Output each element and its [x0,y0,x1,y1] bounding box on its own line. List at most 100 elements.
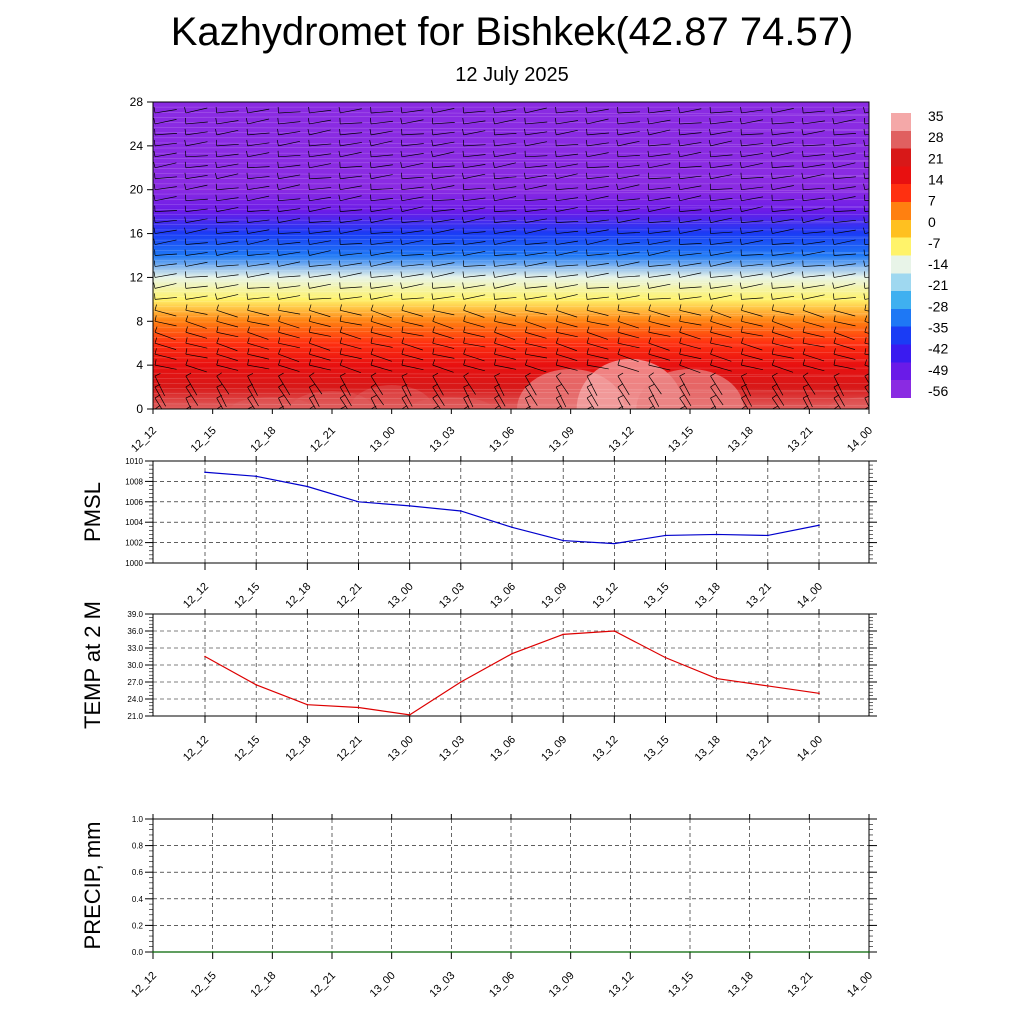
wind-barb [555,106,579,114]
wind-barb [741,315,763,327]
temp2m-x-tick-label: 13_12 [590,734,620,764]
wind-barb [524,271,548,278]
contour-line [153,112,869,115]
wind-barb [647,271,671,278]
wind-barb [493,183,517,191]
wind-barb [153,117,177,125]
wind-barb [832,106,856,114]
wind-barb [555,194,579,202]
wind-barb [370,183,394,191]
contour-line [153,372,869,376]
wind-barb [709,194,733,202]
wind-barb [185,304,208,315]
colorbar-label: -42 [928,341,948,357]
wind-barb [370,326,393,338]
colorbar-label: 35 [928,108,944,124]
wind-barb [832,117,856,125]
wind-barb [370,304,392,319]
wind-barb [369,205,393,212]
wind-barb [863,107,869,114]
wind-barb [771,249,795,256]
wind-barb [463,326,486,338]
precip-y-tick-label: 0.8 [132,842,144,851]
wind-barb [802,326,825,338]
wind-barb [555,372,569,395]
colorbar-label: -14 [928,256,948,272]
wind-barb [741,373,751,397]
contour-line [153,234,869,238]
wind-barb [431,227,455,234]
colorbar-label: 14 [928,171,944,187]
temp2m-panel: 21.0 24.0 27.0 30.0 33.0 36.0 39.0 12_12 12_15 12… [80,601,877,764]
wind-barb [462,106,486,114]
wind-barb [493,260,517,267]
wind-barb [833,373,844,397]
wind-barb [185,271,208,278]
wind-barb [401,405,415,409]
wind-barb [863,249,869,256]
wind-barb [586,161,610,169]
wind-barb [245,238,270,245]
wind-barb [678,227,702,234]
wind-barb [802,372,816,395]
heatmap-x-tick-label: 13_21 [785,425,815,455]
wind-barb [586,326,608,340]
wind-barb [801,128,825,136]
pmsl-panel: 1000 1002 1004 1006 1008 1010 12_12 12_15 12_18 1… [80,456,877,611]
wind-barb [709,205,733,212]
wind-barb [431,271,455,278]
pmsl-data-point [818,524,820,527]
wind-barb [277,117,301,125]
wind-barb [215,293,239,300]
wind-barb [277,150,301,158]
wind-barb [278,304,301,315]
wind-barb [585,150,609,158]
wind-barb [215,205,239,212]
precip-y-tick-label: 0.0 [132,948,144,957]
wind-barb [246,260,270,267]
surface-patch [349,385,434,409]
pmsl-x-tick-label: 13_09 [539,581,569,611]
contour-line [153,237,869,241]
wind-barb [770,260,794,267]
wind-barb [617,372,630,396]
wind-barb [308,384,320,407]
wind-barb [247,406,258,409]
pmsl-x-tick-label: 14_00 [795,581,825,611]
wind-barb [524,238,548,245]
temp2m-data-point [357,706,360,709]
pmsl-data-point [511,526,513,529]
wind-barb [585,227,609,234]
wind-barb [616,139,640,147]
wind-barb [679,348,702,360]
wind-barb [555,315,578,328]
wind-barb [586,205,610,212]
wind-barb [802,394,814,409]
wind-barb [339,161,363,169]
wind-barb [215,161,239,169]
wind-barb [339,238,363,245]
wind-barb [308,304,331,318]
wind-barb [554,282,578,289]
wind-barb [554,161,578,169]
wind-barb [555,337,577,352]
wind-barb [154,405,168,409]
wind-barb [525,315,547,329]
wind-barb [648,372,662,395]
wind-barb [802,315,825,328]
wind-barb [184,293,208,300]
temp2m-x-tick-label: 13_06 [488,734,518,764]
surface-patch [230,397,315,409]
wind-barb [616,102,640,103]
wind-barb [462,194,486,202]
surface-warm-patch [636,369,744,409]
wind-barb [523,260,548,267]
wind-barb [616,238,640,245]
temp2m-x-tick-label: 13_15 [642,734,672,764]
heatmap-y-tick-label: 28 [130,95,144,109]
contour-line [153,311,869,314]
wind-barb [154,216,177,223]
pmsl-x-tick-label: 12_12 [181,581,211,611]
wind-barb [370,337,393,348]
wind-barb [710,348,732,362]
